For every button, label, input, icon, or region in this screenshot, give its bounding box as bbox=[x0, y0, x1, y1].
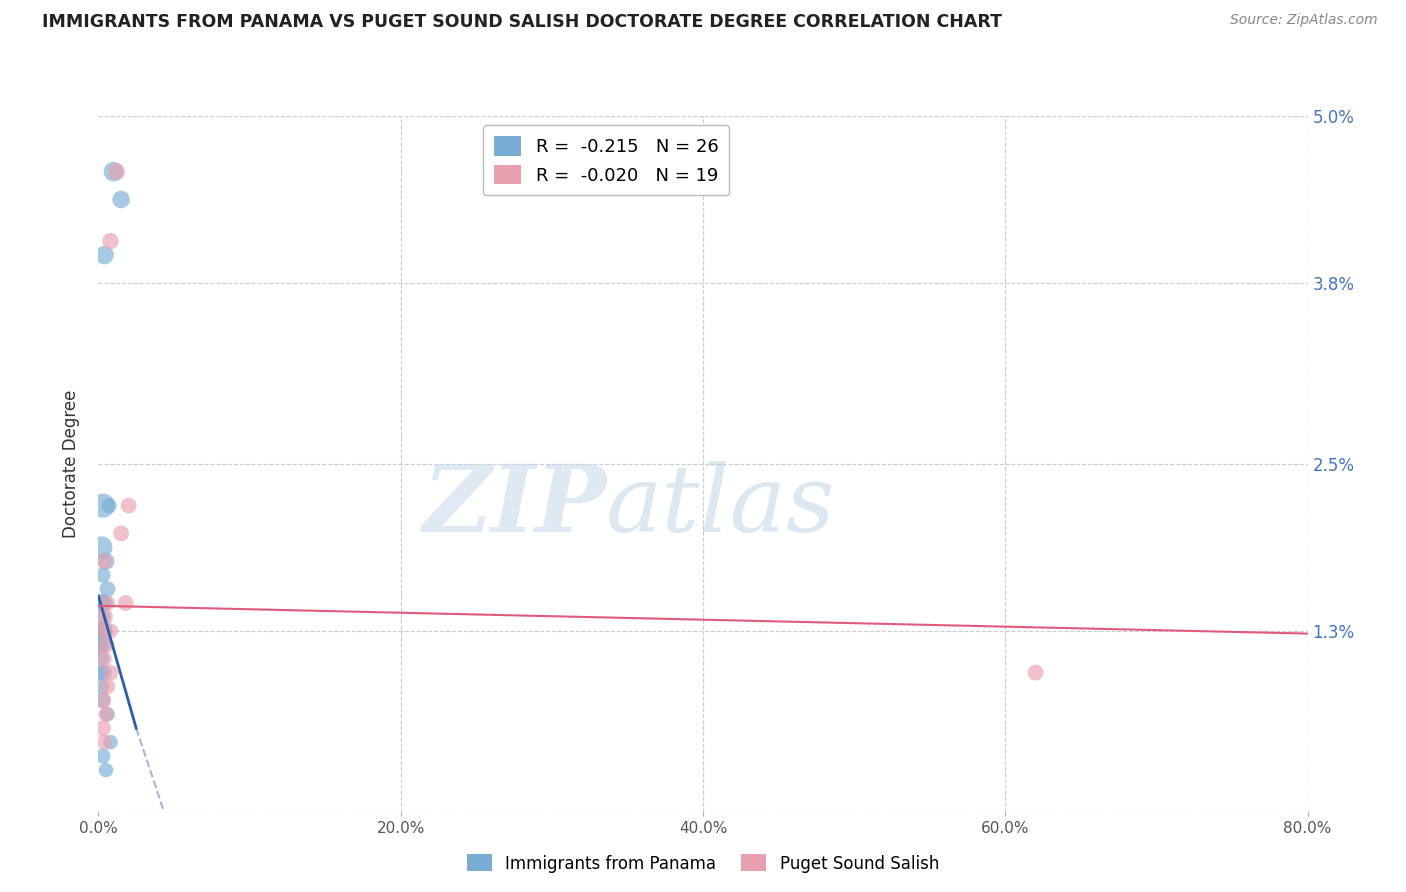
Point bbox=[89, 665, 111, 680]
Point bbox=[98, 499, 121, 513]
Point bbox=[90, 651, 112, 665]
Point bbox=[93, 665, 115, 680]
Point bbox=[110, 193, 132, 207]
Point bbox=[91, 499, 114, 513]
Text: ZIP: ZIP bbox=[422, 460, 606, 550]
Point bbox=[91, 568, 114, 582]
Point bbox=[96, 680, 118, 694]
Point bbox=[90, 624, 112, 638]
Point bbox=[93, 248, 115, 262]
Point bbox=[114, 596, 136, 610]
Point bbox=[1024, 665, 1046, 680]
Point bbox=[91, 638, 114, 652]
Point bbox=[100, 735, 122, 749]
Point bbox=[94, 638, 117, 652]
Point bbox=[91, 610, 114, 624]
Point bbox=[91, 693, 114, 707]
Point bbox=[93, 624, 115, 638]
Point bbox=[93, 735, 115, 749]
Point bbox=[91, 651, 114, 665]
Y-axis label: Doctorate Degree: Doctorate Degree bbox=[62, 390, 80, 538]
Point bbox=[93, 554, 115, 568]
Point bbox=[91, 610, 114, 624]
Legend: R =  -0.215   N = 26, R =  -0.020   N = 19: R = -0.215 N = 26, R = -0.020 N = 19 bbox=[484, 125, 730, 195]
Point bbox=[110, 526, 132, 541]
Point bbox=[100, 665, 122, 680]
Point bbox=[91, 624, 114, 638]
Point bbox=[90, 596, 112, 610]
Legend: Immigrants from Panama, Puget Sound Salish: Immigrants from Panama, Puget Sound Sali… bbox=[460, 847, 946, 880]
Text: atlas: atlas bbox=[606, 460, 835, 550]
Point bbox=[94, 707, 117, 722]
Point bbox=[96, 582, 118, 596]
Point bbox=[91, 721, 114, 735]
Point bbox=[100, 624, 122, 638]
Point bbox=[94, 554, 117, 568]
Point bbox=[105, 164, 128, 178]
Point bbox=[89, 638, 111, 652]
Point bbox=[100, 234, 122, 248]
Text: Source: ZipAtlas.com: Source: ZipAtlas.com bbox=[1230, 13, 1378, 28]
Point bbox=[90, 680, 112, 694]
Point bbox=[103, 164, 125, 178]
Text: IMMIGRANTS FROM PANAMA VS PUGET SOUND SALISH DOCTORATE DEGREE CORRELATION CHART: IMMIGRANTS FROM PANAMA VS PUGET SOUND SA… bbox=[42, 13, 1002, 31]
Point bbox=[96, 596, 118, 610]
Point bbox=[93, 596, 115, 610]
Point bbox=[91, 749, 114, 764]
Point bbox=[96, 707, 118, 722]
Point bbox=[91, 693, 114, 707]
Point bbox=[94, 763, 117, 777]
Point bbox=[90, 541, 112, 555]
Point bbox=[91, 624, 114, 638]
Point bbox=[118, 499, 141, 513]
